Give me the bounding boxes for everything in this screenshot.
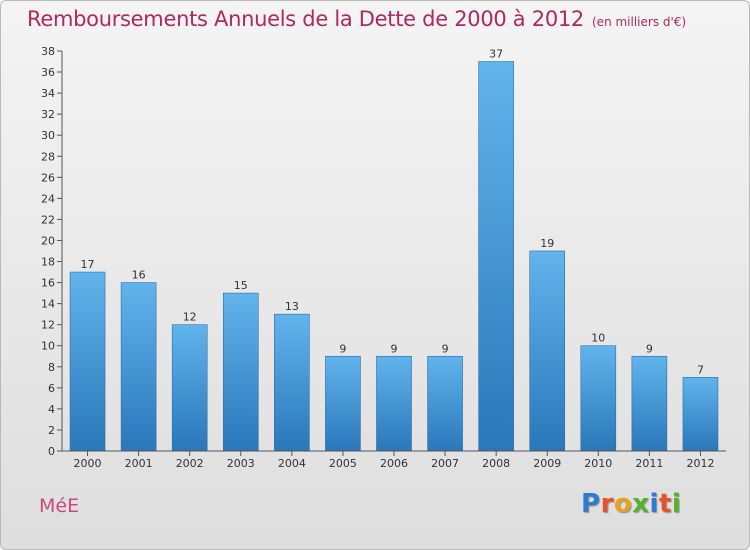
y-tick-label: 26	[41, 171, 55, 184]
y-tick-label: 24	[41, 192, 55, 205]
y-tick-label: 32	[41, 108, 55, 121]
y-tick-label: 6	[48, 382, 55, 395]
data-label: 9	[391, 342, 398, 355]
bar	[376, 355, 412, 452]
x-tick-label: 2008	[482, 457, 510, 470]
data-label: 15	[234, 279, 248, 292]
y-tick-label: 18	[41, 256, 55, 269]
x-tick-label: 2009	[533, 457, 561, 470]
data-label: 7	[697, 363, 704, 376]
x-tick-label: 2003	[227, 457, 255, 470]
commune-name: MéE	[39, 495, 80, 517]
data-label: 9	[442, 342, 449, 355]
y-tick-label: 12	[41, 319, 55, 332]
data-label: 16	[132, 269, 146, 282]
y-tick-label: 0	[48, 445, 55, 458]
y-tick-label: 10	[41, 340, 55, 353]
bar	[631, 355, 668, 452]
x-tick-label: 2012	[686, 457, 714, 470]
bar	[682, 377, 719, 452]
y-tick-label: 14	[41, 298, 55, 311]
logo-letter: P	[581, 489, 601, 519]
data-label: 10	[591, 332, 605, 345]
data-label: 9	[646, 342, 653, 355]
y-tick-label: 30	[41, 129, 55, 142]
title-text: Remboursements Annuels de la Dette de 20…	[27, 7, 584, 31]
bar	[274, 313, 310, 452]
y-tick-label: 36	[41, 66, 55, 79]
unit-text: (en milliers d'€)	[592, 15, 687, 29]
y-tick-label: 8	[48, 361, 55, 374]
x-tick-label: 2004	[278, 457, 306, 470]
logo-letter: i	[671, 489, 682, 519]
x-tick-label: 2010	[584, 457, 612, 470]
bar	[580, 345, 617, 452]
y-tick-label: 20	[41, 234, 55, 247]
x-tick-label: 2002	[176, 457, 204, 470]
bar	[69, 271, 106, 452]
y-tick-label: 28	[41, 150, 55, 163]
chart-title: Remboursements Annuels de la Dette de 20…	[27, 7, 686, 31]
y-tick-label: 16	[41, 277, 55, 290]
bar	[171, 324, 208, 452]
data-label: 12	[183, 311, 197, 324]
logo-letter: r	[600, 489, 614, 519]
data-label: 19	[540, 237, 554, 250]
data-label: 9	[339, 342, 346, 355]
y-tick-label: 22	[41, 213, 55, 226]
x-tick-label: 2011	[635, 457, 663, 470]
logo-letter: o	[613, 489, 633, 519]
bar	[222, 292, 259, 452]
y-tick-label: 34	[41, 87, 55, 100]
bar	[529, 250, 566, 452]
x-tick-label: 2001	[125, 457, 153, 470]
logo-letter: x	[632, 489, 650, 519]
proxiti-logo: Proxiti	[581, 489, 681, 519]
x-tick-label: 2006	[380, 457, 408, 470]
y-tick-label: 4	[48, 403, 55, 416]
x-tick-label: 2000	[74, 457, 102, 470]
y-tick-label: 2	[48, 424, 55, 437]
bar	[325, 355, 361, 452]
bar	[478, 61, 514, 452]
logo-letter: t	[658, 489, 672, 519]
y-tick-label: 38	[41, 45, 55, 58]
data-label: 13	[285, 300, 299, 313]
bar	[120, 282, 157, 452]
x-tick-label: 2007	[431, 457, 459, 470]
x-tick-label: 2005	[329, 457, 357, 470]
bar	[427, 355, 463, 452]
data-label: 37	[489, 48, 503, 61]
data-label: 17	[81, 258, 95, 271]
logo-letter: i	[649, 489, 659, 519]
